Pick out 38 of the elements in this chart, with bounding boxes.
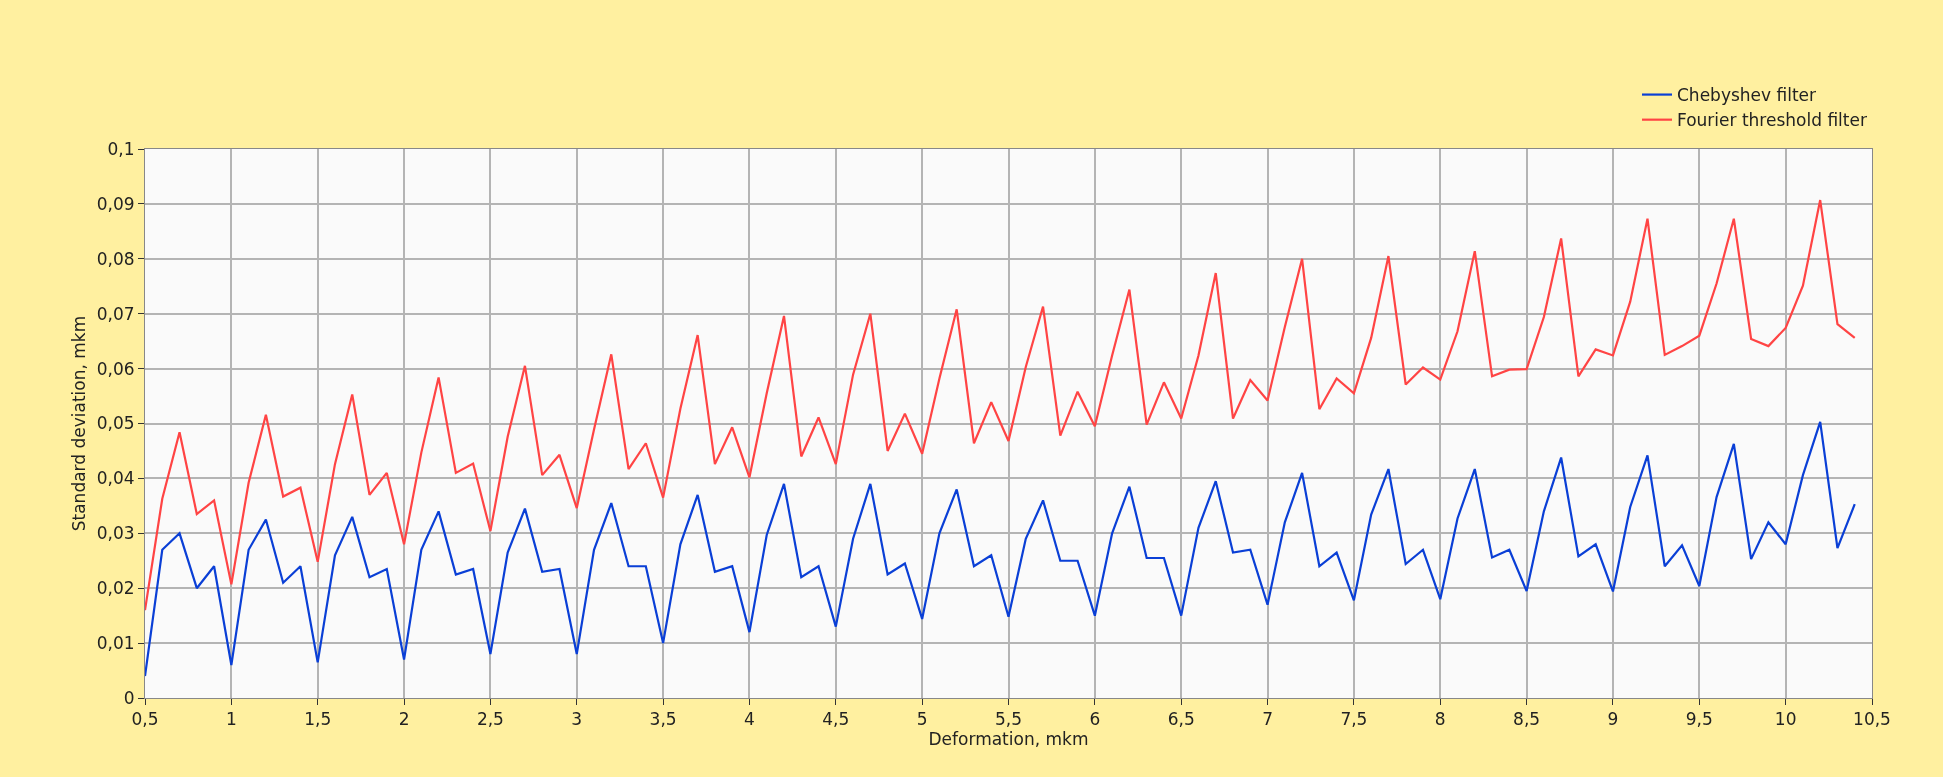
x-tick-label: 9 [1607,709,1619,730]
x-tick-label: 1 [225,709,237,730]
y-tick-label: 0,04 [96,468,135,489]
line-series [145,420,1856,678]
y-tick-label: 0,07 [96,303,135,324]
y-tick-label: 0,06 [96,358,135,379]
legend-label: Chebyshev filter [1677,85,1817,106]
x-tick-label: 3 [571,709,583,730]
y-tick-label: 0,03 [96,523,135,544]
y-tick-label: 0,09 [96,193,135,214]
x-tick-label: 7 [1262,709,1273,730]
x-tick-label: 4,5 [822,709,850,730]
x-axis-title: Deformation, mkm [928,729,1089,750]
x-tick-label: 10,5 [1853,709,1891,730]
x-tick-label: 6,5 [1167,709,1195,730]
x-tick-label: 3,5 [649,709,677,730]
x-tick-label: 2,5 [476,709,504,730]
y-tick-label: 0,1 [107,138,135,159]
x-tick-label: 4 [744,709,755,730]
x-tick-label: 5,5 [994,709,1023,730]
y-axis-title: Standard deviation, mkm [69,315,90,532]
y-tick-label: 0 [123,687,135,708]
y-tick-label: 0,01 [96,633,135,654]
legend-label: Fourier threshold filter [1677,110,1867,131]
x-tick-label: 7,5 [1340,709,1368,730]
x-tick-label: 6 [1089,709,1101,730]
x-tick-label: 2 [398,709,410,730]
x-tick-label: 0,5 [131,709,159,730]
y-tick-label: 0,05 [96,413,135,434]
x-tick-label: 1,5 [304,709,332,730]
x-tick-label: 9,5 [1685,709,1713,730]
x-tick-label: 8 [1434,709,1446,730]
line-series [145,198,1856,612]
y-tick-label: 0,02 [96,578,135,599]
x-tick-label: 10 [1774,709,1797,730]
y-tick-label: 0,08 [96,248,135,269]
x-tick-label: 8,5 [1513,709,1541,730]
x-tick-label: 5 [916,709,928,730]
